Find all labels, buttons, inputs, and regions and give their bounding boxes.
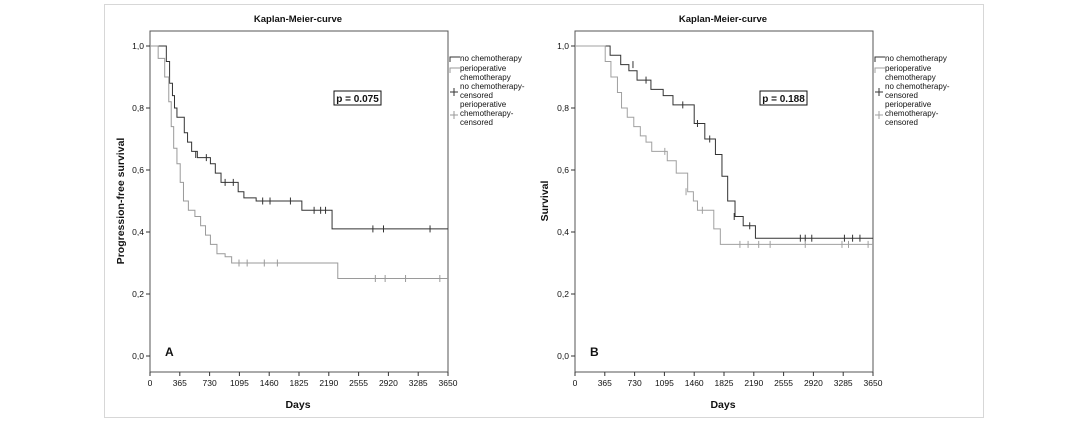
legend-censor-no-chemo-line2-a: censored [460,91,493,100]
legend-censor-periop-line2-a: chemotherapy- [460,109,514,118]
legend-censor-no-chemo-b [875,88,883,96]
x-tick-label: 2555 [349,378,368,388]
legend-periop-line2-a: chemotherapy [460,73,511,82]
x-tick-label: 365 [173,378,187,388]
x-tick-label: 0 [573,378,578,388]
legend-label-no-chemo-a: no chemotherapy [460,54,522,63]
legend-censor-periop-line1-b: perioperative [885,100,932,109]
legend-swatch-periop-b [874,67,885,73]
legend-label-no-chemo-b: no chemotherapy [885,54,947,63]
x-axis-label-b: Days [710,399,735,411]
y-tick-label: 0,8 [132,103,144,113]
legend-censor-periop-a [450,111,458,119]
x-tick-label: 1825 [290,378,309,388]
p-value-b: p = 0.188 [762,94,805,105]
axis-ticks-b: 0 365 730 1095 1460 1825 2190 2555 2920 3285 3650 0… [557,41,883,388]
x-tick-label: 2190 [319,378,338,388]
x-tick-label: 1460 [685,378,704,388]
legend-censor-periop-line3-b: censored [885,118,918,127]
x-tick-label: 1095 [655,378,674,388]
y-tick-label: 0,2 [557,289,569,299]
p-value-a: p = 0.075 [336,94,379,105]
chart-panel-b: Kaplan-Meier-curve Days Survival B p = 0… [539,14,950,411]
panel-label-a: A [165,345,174,359]
x-axis-label-a: Days [285,399,310,411]
legend-swatch-periop-a [449,67,460,73]
x-tick-label: 2190 [744,378,763,388]
chart-panel-a: Kaplan-Meier-curve Days Progression-free… [115,14,525,411]
x-tick-label: 2920 [379,378,398,388]
km-curve-perioperative [575,45,873,245]
y-tick-label: 1,0 [132,41,144,51]
p-value-box-b [759,90,808,106]
y-tick-label: 0,6 [557,165,569,175]
legend-censor-periop-line2-b: chemotherapy- [885,109,939,118]
axis-ticks-a: 0 365 730 1095 1460 1825 2190 2555 2920 3285 3650 0… [132,41,458,388]
legend-censor-periop-line1-a: perioperative [460,100,507,109]
x-tick-label: 2920 [804,378,823,388]
y-tick-label: 0,8 [557,103,569,113]
x-tick-label: 365 [598,378,612,388]
legend-censor-no-chemo-line1-a: no chemotherapy- [460,82,525,91]
x-tick-label: 3285 [409,378,428,388]
chart-title-a: Kaplan-Meier-curve [254,14,342,25]
km-curve-perioperative [150,45,448,279]
plot-box-b [574,30,874,373]
p-value-box-a [333,90,382,106]
legend-periop-line1-a: perioperative [460,64,507,73]
y-tick-label: 0,6 [132,165,144,175]
x-tick-label: 3285 [834,378,853,388]
x-tick-label: 1825 [715,378,734,388]
x-tick-label: 1095 [230,378,249,388]
y-tick-label: 0,0 [132,351,144,361]
survival-curves-b [575,45,873,248]
x-tick-label: 730 [203,378,217,388]
legend-label-censor-periop-a: perioperative chemotherapy-censored [460,100,514,127]
chart-title-b: Kaplan-Meier-curve [679,14,767,25]
y-tick-label: 0,2 [132,289,144,299]
y-tick-label: 0,4 [557,227,569,237]
x-tick-label: 0 [148,378,153,388]
legend-censor-no-chemo-line2-b: censored [885,91,918,100]
legend-periop-line1-b: perioperative [885,64,932,73]
legend-censor-no-chemo-a [450,88,458,96]
legend-censor-periop-line3-a: censored [460,118,493,127]
y-tick-label: 0,4 [132,227,144,237]
legend-swatch-no-chemo-b [874,56,885,62]
legend-censor-periop-b [875,111,883,119]
x-tick-label: 1460 [260,378,279,388]
x-tick-label: 3650 [864,378,883,388]
legend-censor-no-chemo-line1-b: no chemotherapy- [885,82,950,91]
legend-b: no chemotherapy perioperative chemotherap… [874,54,950,127]
y-axis-label-a: Progression-free survival [115,138,127,265]
y-tick-label: 0,0 [557,351,569,361]
legend-label-periop-b: perioperative chemotherapy [885,64,936,82]
survival-curves-a [150,45,448,282]
x-tick-label: 2555 [774,378,793,388]
x-tick-label: 730 [628,378,642,388]
km-curve-no-chemotherapy [575,45,873,239]
y-tick-label: 1,0 [557,41,569,51]
figure-frame [104,4,984,418]
legend-swatch-no-chemo-a [449,56,460,62]
legend-label-periop-a: perioperative chemotherapy [460,64,511,82]
legend-a: no chemotherapy perioperative chemotherap… [449,54,525,127]
panel-label-b: B [590,345,599,359]
y-axis-label-b: Survival [539,180,551,221]
km-curve-no-chemotherapy [150,45,448,230]
legend-label-censor-periop-b: perioperative chemotherapy-censored [885,100,939,127]
x-tick-label: 3650 [439,378,458,388]
legend-periop-line2-b: chemotherapy [885,73,936,82]
legend-label-censor-no-chemo-a: no chemotherapy-censored [460,82,525,100]
legend-label-censor-no-chemo-b: no chemotherapy-censored [885,82,950,100]
